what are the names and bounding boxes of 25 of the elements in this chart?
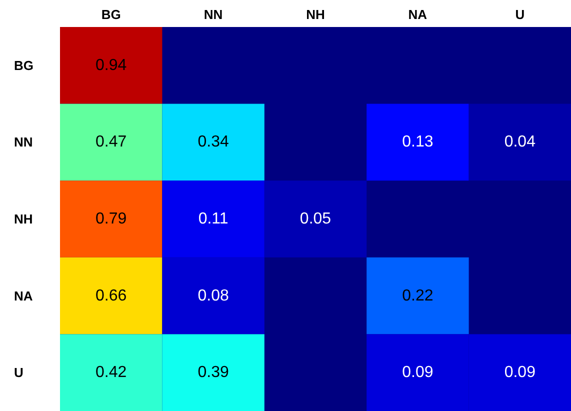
data-label: 0.11 <box>198 210 228 228</box>
data-label: 0.34 <box>198 134 229 151</box>
data-label: 0.66 <box>96 287 127 304</box>
data-label: 0.22 <box>402 287 434 304</box>
y-tick-label: NH <box>14 212 33 226</box>
y-tick-label: BG <box>14 58 34 73</box>
data-label: 0.94 <box>96 56 127 74</box>
data-label: 0.08 <box>198 287 229 304</box>
x-tick-label: NH <box>306 7 325 22</box>
x-tick-label: BG <box>101 7 121 22</box>
data-label: 0.04 <box>504 134 536 151</box>
x-tick-label: NA <box>408 7 428 22</box>
data-label: 0.05 <box>300 210 332 228</box>
data-label: 0.42 <box>96 364 127 382</box>
y-tick-label: U <box>14 365 24 380</box>
data-label: 0.47 <box>96 134 127 151</box>
y-tick-label: NA <box>14 288 34 304</box>
data-label: 0.79 <box>96 210 127 228</box>
data-label: 0.09 <box>504 364 536 382</box>
data-label: 0.39 <box>198 364 229 382</box>
data-label: 0.13 <box>402 134 434 151</box>
x-tick-label: U <box>515 7 525 22</box>
data-label: 0.09 <box>402 364 434 382</box>
y-tick-label: NN <box>14 134 33 150</box>
x-tick-label: NN <box>204 7 223 22</box>
